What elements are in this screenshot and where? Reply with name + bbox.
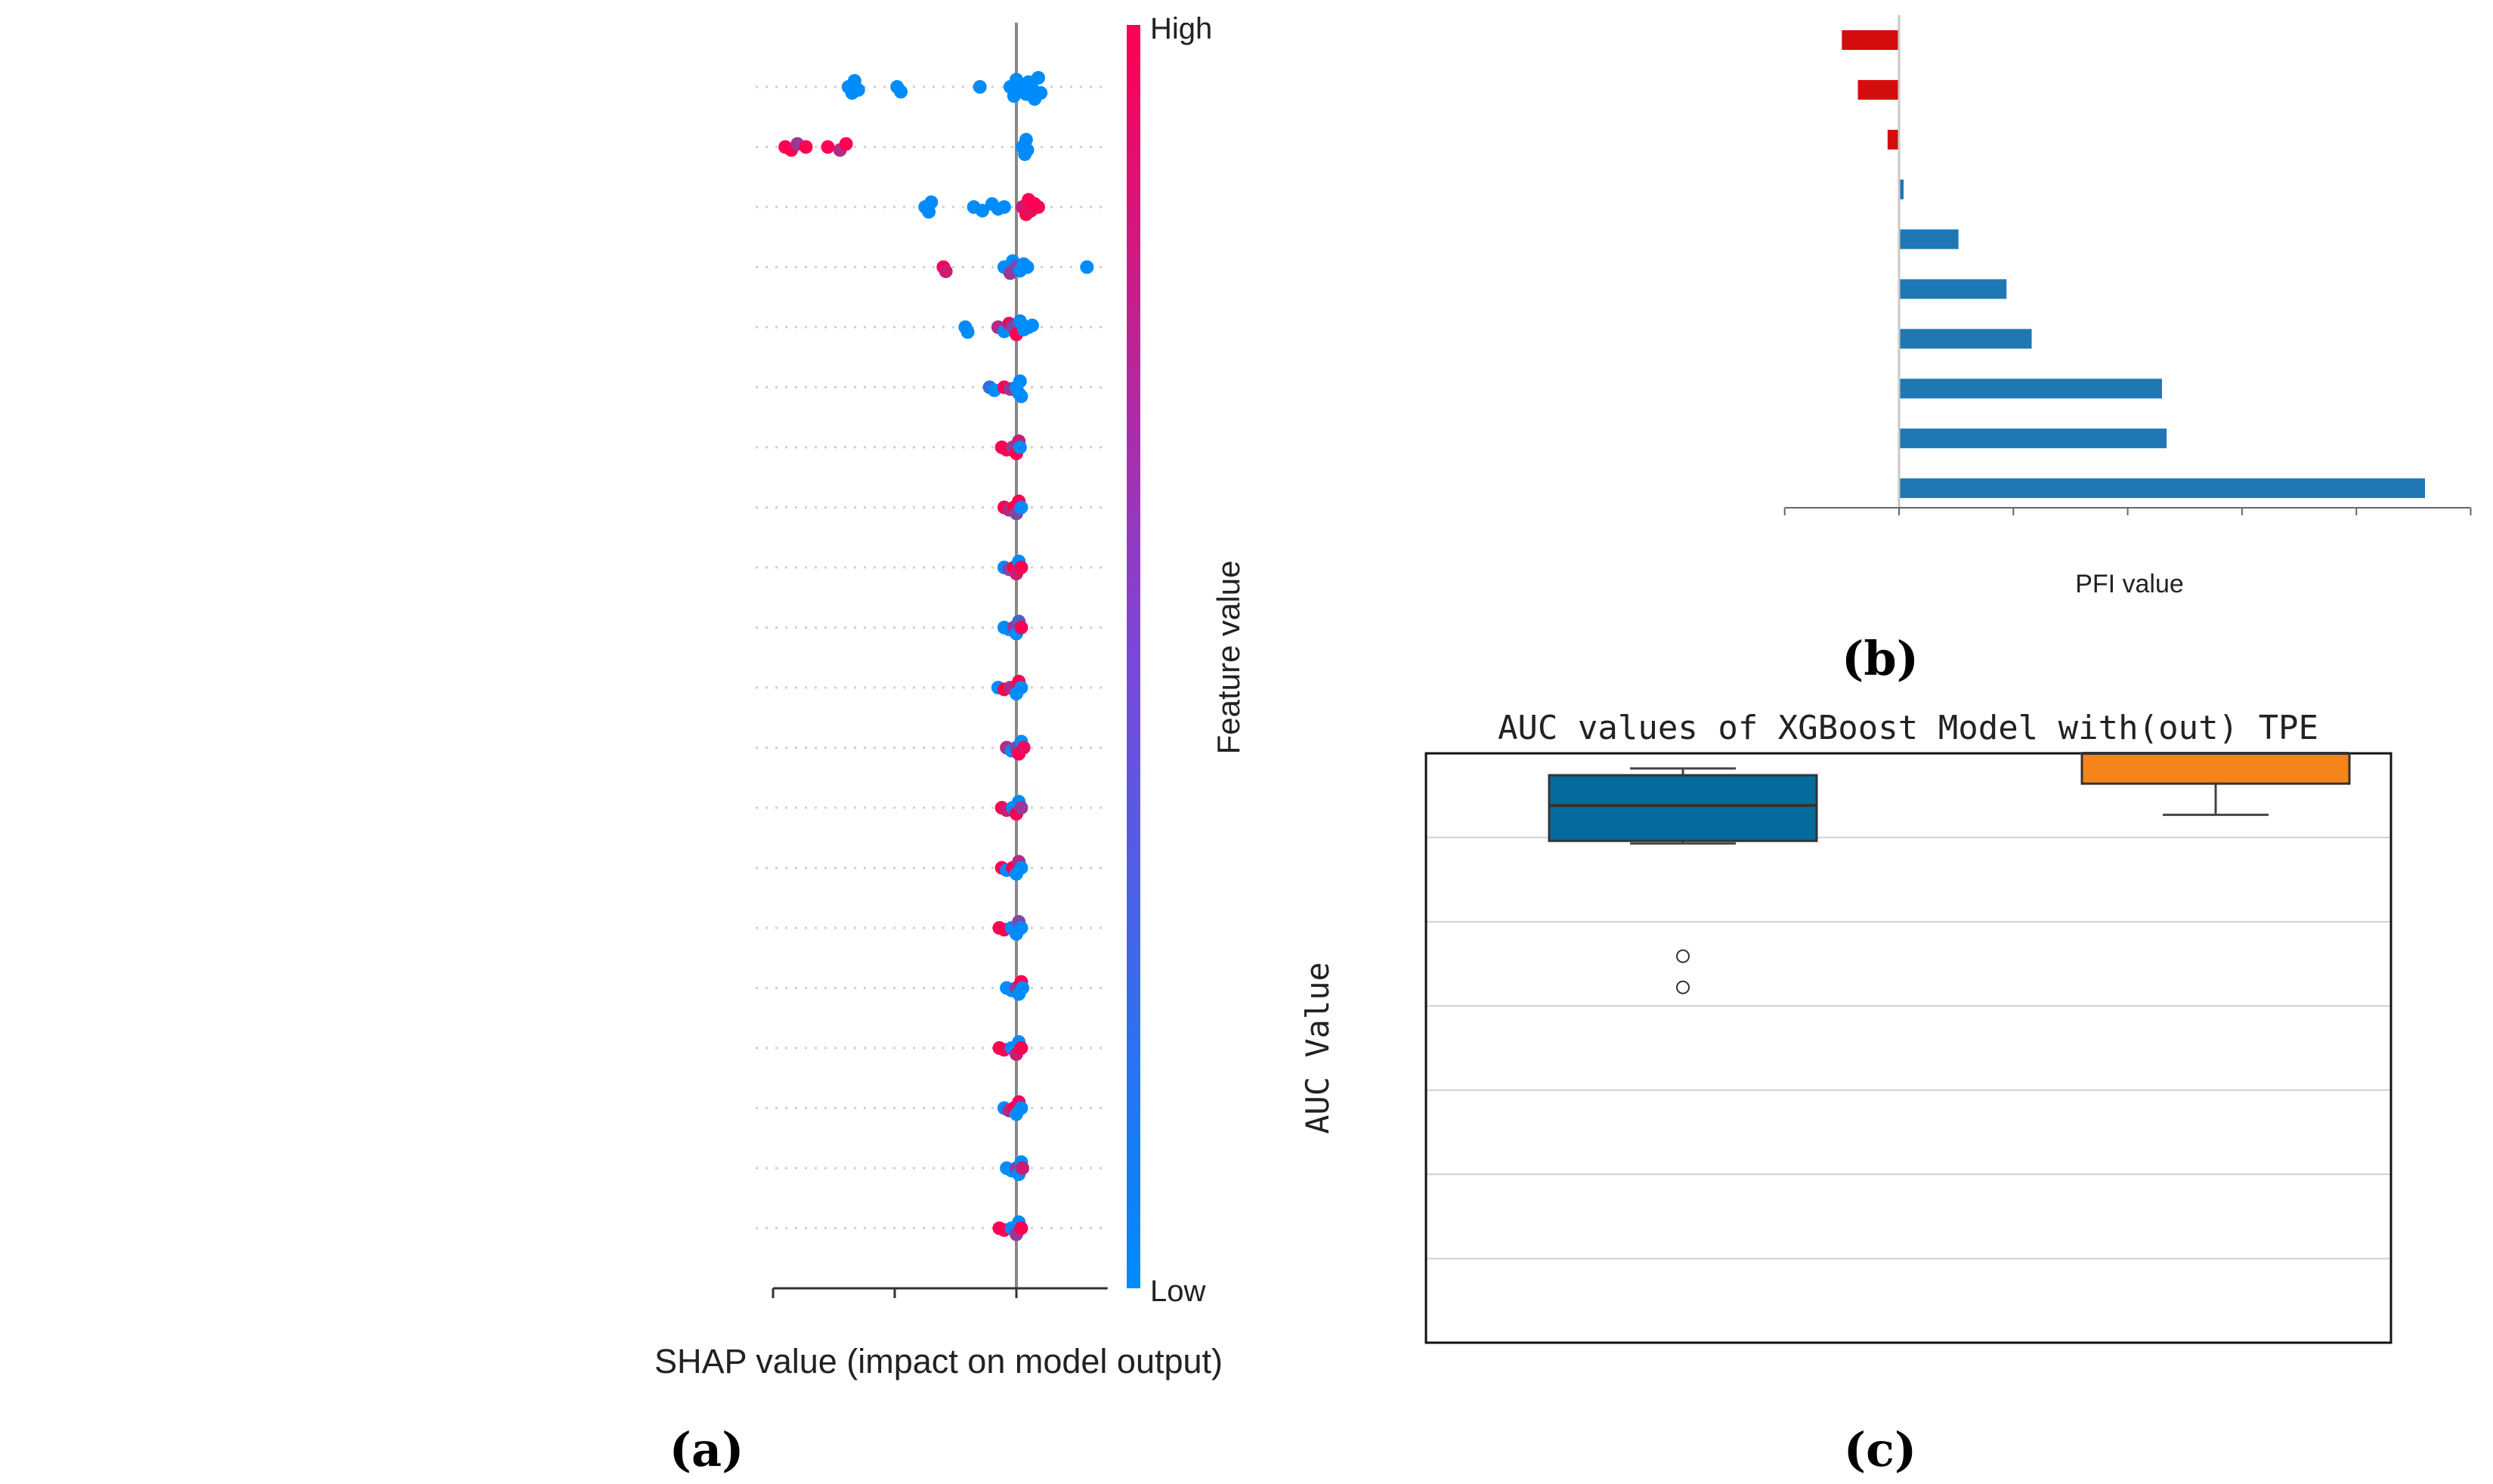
- shap-point: [1020, 143, 1035, 157]
- chart-title: AUC values of XGBoost Model with(out) TP…: [1498, 709, 2318, 747]
- shap-point: [1016, 740, 1031, 755]
- shap-point: [1031, 71, 1045, 85]
- shap-point: [1014, 1221, 1028, 1235]
- boxes: [1548, 752, 2351, 994]
- pfi-bar-chart: PFI value (b): [1783, 15, 2472, 686]
- x-axis-label: PFI value: [2075, 570, 2184, 598]
- shap-point: [799, 140, 813, 154]
- shap-point: [1014, 620, 1028, 635]
- pfi-bar: [1899, 179, 1904, 199]
- shap-point: [924, 195, 939, 209]
- pfi-bar: [1842, 30, 1899, 50]
- auc-box-plot: AUC values of XGBoost Model with(out) TP…: [1299, 709, 2392, 1477]
- y-axis-label: AUC Value: [1299, 962, 1336, 1134]
- shap-point: [960, 325, 975, 339]
- pfi-bar: [1899, 428, 2167, 449]
- shap-point: [1014, 500, 1028, 515]
- shap-point: [1014, 1101, 1028, 1115]
- colorbar-title: Feature value: [1211, 561, 1246, 755]
- shap-point: [973, 80, 987, 94]
- panel-label-a: (a): [670, 1422, 744, 1477]
- shap-point: [1031, 200, 1045, 214]
- shap-point: [997, 200, 1011, 214]
- shap-point: [839, 137, 853, 151]
- x-axis-ticks: [1783, 508, 2472, 515]
- shap-point: [1019, 132, 1033, 147]
- shap-point: [1014, 561, 1028, 574]
- pfi-bar: [1887, 129, 1899, 150]
- box: [2080, 752, 2351, 785]
- shap-point: [939, 264, 953, 279]
- shap-points: [778, 71, 1094, 1241]
- shap-point: [821, 140, 835, 154]
- x-axis-label: SHAP value (impact on model output): [654, 1342, 1223, 1380]
- shap-point: [1034, 86, 1048, 100]
- shap-point: [975, 203, 989, 218]
- panel-label-c: (c): [1844, 1422, 1916, 1477]
- shap-point: [1016, 981, 1030, 995]
- panel-label-b: (b): [1842, 631, 1919, 686]
- shap-point: [1014, 389, 1028, 403]
- shap-point: [894, 85, 908, 99]
- colorbar-low-label: Low: [1150, 1275, 1205, 1308]
- plot-frame: [1424, 752, 2392, 1344]
- shap-point: [1007, 89, 1021, 103]
- shap-point: [1025, 318, 1039, 332]
- shap-point: [1014, 921, 1028, 935]
- feature-guide-lines: [756, 85, 1105, 1229]
- shap-point: [1016, 1161, 1030, 1175]
- shap-point: [1013, 374, 1027, 388]
- pfi-bar: [1899, 379, 2162, 399]
- pfi-bar: [1899, 229, 1959, 249]
- shap-point: [1014, 861, 1028, 875]
- colorbar: [1127, 25, 1140, 1288]
- colorbar-high-label: High: [1150, 12, 1212, 45]
- shap-summary-plot: SHAP value (impact on model output) High…: [654, 12, 1246, 1477]
- box: [1548, 774, 1818, 842]
- outlier-point: [1676, 949, 1690, 963]
- shap-point: [1014, 1041, 1028, 1055]
- pfi-bar: [1857, 79, 1899, 100]
- outlier-point: [1676, 980, 1690, 994]
- x-axis-ticks: [772, 1288, 1018, 1298]
- pfi-bar: [1899, 279, 2007, 299]
- shap-point: [1014, 681, 1028, 694]
- shap-point: [1013, 441, 1027, 454]
- shap-point: [1080, 260, 1094, 274]
- pfi-bars: [1842, 30, 2425, 499]
- shap-point: [851, 83, 865, 97]
- pfi-bar: [1899, 329, 2032, 349]
- pfi-bar: [1899, 478, 2425, 499]
- shap-point: [1014, 801, 1028, 815]
- shap-point: [1020, 260, 1035, 274]
